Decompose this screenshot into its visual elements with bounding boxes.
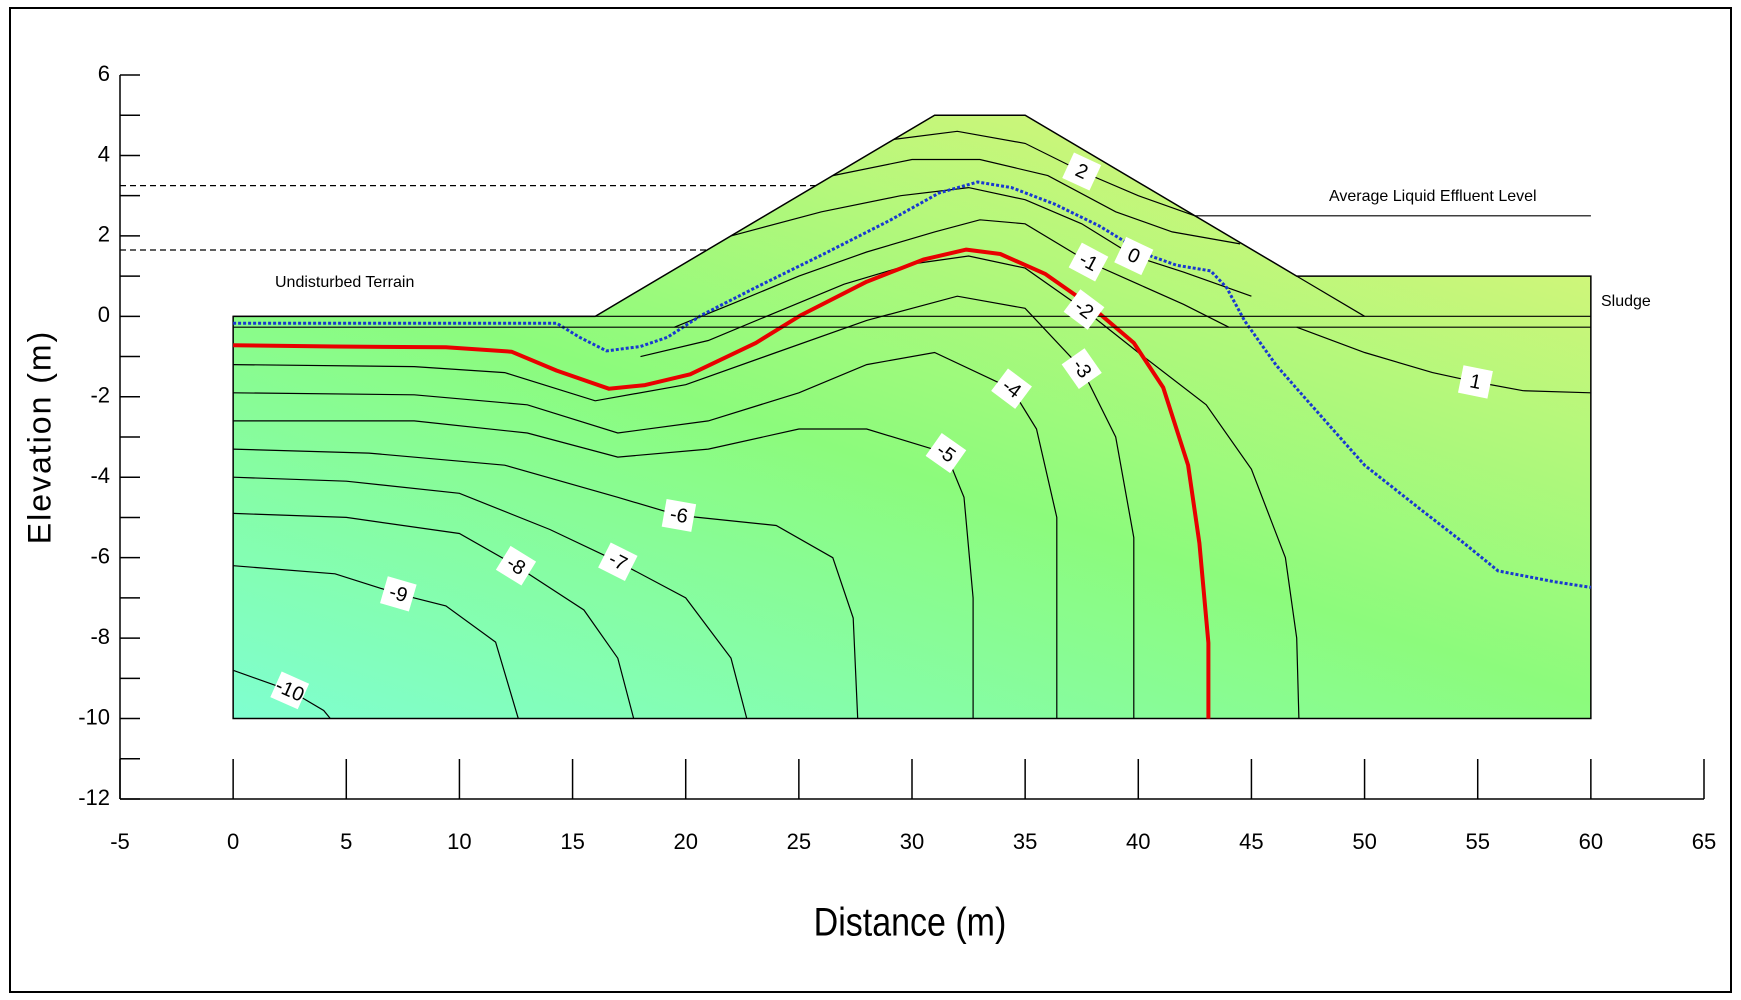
x-tick-label: 35 [1013,829,1037,854]
reference-line [1296,275,1365,317]
contour-label-box [1063,289,1105,330]
contour-line [233,565,519,719]
annotation: Average Liquid Effluent Level [1329,188,1537,205]
contour-line [233,669,331,719]
contour-line [730,186,1252,297]
contour-line [233,295,1135,719]
x-tick-label: 25 [787,829,811,854]
x-tick-label: 40 [1126,829,1150,854]
x-axis-label: Distance (m) [814,899,1007,944]
y-tick-label: -10 [78,704,110,729]
contour-label: -8 [495,545,537,586]
annotation: Sludge [1601,293,1651,310]
x-tick-label: 60 [1579,829,1603,854]
contour-label: -1 [1068,242,1109,282]
x-tick-label: 45 [1239,829,1263,854]
y-tick-label: -6 [90,543,110,568]
y-tick-label: -4 [90,463,110,488]
contour-label-box [1457,365,1493,399]
contour-label-box [1068,242,1109,282]
contour-label: 0 [1114,236,1154,276]
contour-layer [233,130,1591,719]
y-axis-label: Elevation (m) [21,330,57,545]
contour-label-box [1061,348,1102,389]
contour-label: 1 [1457,365,1493,399]
contour-label-box [598,542,638,581]
x-tick-label: 50 [1352,829,1376,854]
contour-label: -5 [925,433,967,474]
x-tick-label: 10 [447,829,471,854]
contour-label-box [661,499,697,532]
x-tick-label: -5 [110,829,130,854]
series-line [233,180,1592,589]
contour-label-box [991,368,1032,409]
contour-label: -4 [991,368,1032,409]
contour-line [832,158,1241,245]
y-tick-label: -2 [90,383,110,408]
x-tick-label: 0 [227,829,239,854]
contour-label-box [925,433,967,474]
x-tick-label: 30 [900,829,924,854]
contour-label: -9 [380,576,417,612]
contour-line [1296,326,1591,394]
y-tick-label: 4 [98,141,110,166]
y-tick-label: -12 [78,785,110,810]
x-tick-label: 65 [1692,829,1716,854]
x-tick-label: 5 [340,829,352,854]
contour-line [233,420,974,719]
x-tick-label: 55 [1465,829,1489,854]
contour-label-box [1062,152,1102,191]
contour-label-box [270,671,310,710]
contour-label: -2 [1063,289,1105,330]
series-line [233,247,1211,719]
y-tick-label: 0 [98,302,110,327]
annotation: Undisturbed Terrain [275,274,414,291]
y-tick-label: 2 [98,222,110,247]
x-tick-label: 15 [560,829,584,854]
contour-label-box [495,545,537,586]
contour-label: -6 [661,499,697,532]
contour-line [674,219,1230,328]
contour-line [233,351,1058,719]
contour-line [893,130,1196,217]
contour-label-text: -6 [668,503,689,528]
contour-label: 2 [1062,152,1102,191]
x-tick-label: 20 [673,829,697,854]
contour-label: -3 [1061,348,1102,389]
contour-line [640,255,1300,719]
contour-label-text: -9 [387,581,410,607]
contour-label-box [380,576,417,612]
y-tick-label: 6 [98,61,110,86]
y-tick-label: -8 [90,624,110,649]
contour-line [233,476,748,719]
contour-label: -7 [598,542,638,581]
contour-label-text: 1 [1468,370,1483,394]
contour-label-box [1114,236,1154,276]
